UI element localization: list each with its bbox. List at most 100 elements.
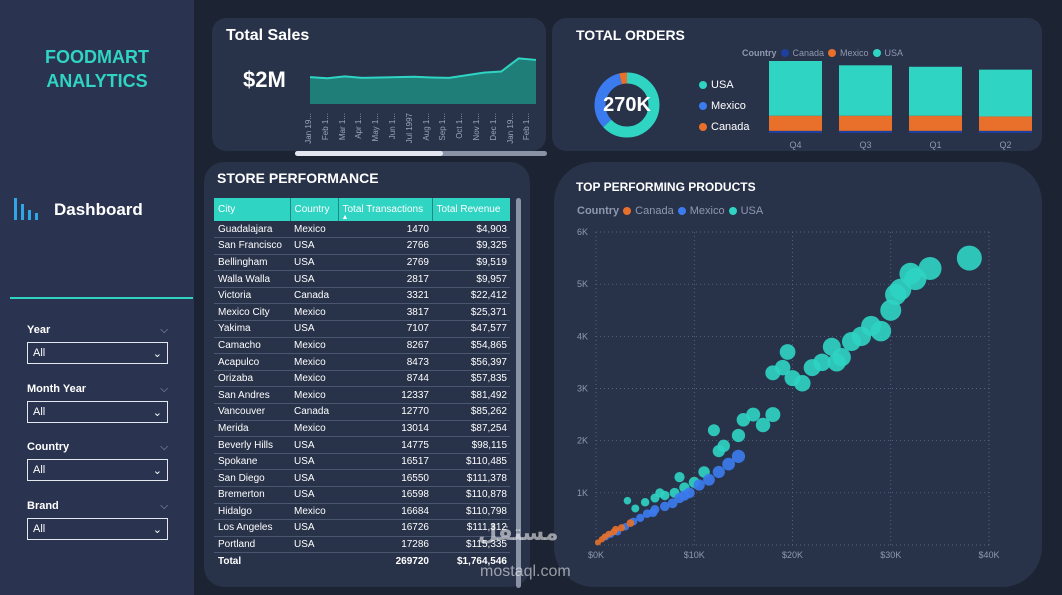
scatter-point-mexico[interactable] — [693, 479, 705, 491]
table-row[interactable]: Yakima USA 7107 $47,577 — [214, 320, 510, 338]
table-row[interactable]: Los Angeles USA 16726 $111,312 — [214, 519, 510, 537]
table-row[interactable]: Portland USA 17286 $115,335 — [214, 536, 510, 554]
scatter-point-mexico[interactable] — [731, 449, 746, 463]
donut-legend-usa: USA — [699, 79, 734, 91]
scatter-point-usa[interactable] — [631, 504, 640, 513]
chevron-down-icon[interactable]: ⌵ — [160, 500, 168, 512]
scatter-point-usa[interactable] — [674, 472, 685, 483]
table-row[interactable]: Guadalajara Mexico 1470 $4,903 — [214, 221, 510, 239]
sales-tick-label: Dec 1... — [488, 113, 498, 141]
scatter-point-mexico[interactable] — [703, 473, 715, 486]
chevron-down-icon[interactable]: ⌵ — [160, 441, 168, 453]
scatter-point-canada[interactable] — [610, 528, 618, 536]
bar-q3-mexico[interactable] — [839, 115, 892, 131]
table-row[interactable]: San Andres Mexico 12337 $81,492 — [214, 386, 510, 405]
table-row[interactable]: Victoria Canada 3321 $22,412 — [214, 287, 510, 305]
filter-brand-select[interactable]: All ⌄ — [27, 518, 168, 540]
scatter-point-usa[interactable] — [956, 245, 982, 271]
col-total-revenue[interactable]: Total Revenue — [432, 198, 510, 221]
bar-q4-usa[interactable] — [769, 61, 822, 116]
bar-q2-usa[interactable] — [979, 69, 1032, 117]
table-row[interactable]: Camacho Mexico 8267 $54,865 — [214, 337, 510, 355]
scatter-point-usa[interactable] — [707, 424, 720, 437]
bar-q2-canada[interactable] — [979, 130, 1032, 133]
scatter-point-usa[interactable] — [640, 497, 650, 507]
filter-year: Year ⌵ All ⌄ — [27, 324, 168, 364]
sales-tick-label: Sep 1... — [438, 113, 448, 141]
scatter-point-mexico[interactable] — [712, 465, 725, 479]
cell-city: Bellingham — [214, 254, 290, 272]
total-label: Total — [214, 552, 290, 570]
table-row[interactable]: Bremerton USA 16598 $110,878 — [214, 486, 510, 504]
scatter-point-mexico[interactable] — [648, 508, 658, 518]
table-row[interactable]: Hidalgo Mexico 16684 $110,798 — [214, 503, 510, 521]
scatter-point-usa[interactable] — [774, 359, 791, 376]
table-row[interactable]: Acapulco Mexico 8473 $56,397 — [214, 353, 510, 371]
sales-area-fill — [310, 58, 536, 104]
table-row[interactable]: Beverly Hills USA 14775 $98,115 — [214, 436, 510, 454]
scatter-point-mexico[interactable] — [636, 513, 645, 522]
table-row[interactable]: Spokane USA 16517 $110,485 — [214, 453, 510, 471]
col-city[interactable]: City — [214, 198, 291, 221]
chevron-down-icon: ⌄ — [152, 464, 162, 477]
table-row[interactable]: San Francisco USA 2766 $9,325 — [214, 237, 510, 255]
brand-line2: ANALYTICS — [46, 71, 148, 91]
scatter-point-usa[interactable] — [779, 344, 796, 360]
bar-q1-usa[interactable] — [909, 66, 962, 116]
table-row[interactable]: Merida Mexico 13014 $87,254 — [214, 420, 510, 438]
scatter-point-usa[interactable] — [731, 428, 746, 443]
scatter-point-mexico[interactable] — [667, 498, 678, 509]
scatter-point-mexico[interactable] — [679, 490, 690, 501]
bar-q2-mexico[interactable] — [979, 116, 1032, 131]
scatter-point-usa[interactable] — [870, 320, 892, 342]
scatter-point-usa[interactable] — [655, 488, 665, 498]
table-row[interactable]: Vancouver Canada 12770 $85,262 — [214, 403, 510, 421]
scatter-point-usa[interactable] — [755, 417, 771, 433]
bar-q1-mexico[interactable] — [909, 115, 962, 131]
scatter-point-usa[interactable] — [765, 407, 781, 423]
bar-q3-usa[interactable] — [839, 65, 892, 116]
scatter-point-usa[interactable] — [813, 353, 831, 372]
scatter-point-usa[interactable] — [827, 353, 846, 372]
donut-slice-canada[interactable] — [594, 72, 660, 138]
donut-slice-mexico[interactable] — [594, 72, 660, 138]
filter-year-select[interactable]: All ⌄ — [27, 342, 168, 364]
scatter-point-usa[interactable] — [746, 407, 761, 422]
cell-revenue: $110,878 — [432, 486, 510, 504]
scatter-point-canada[interactable] — [617, 524, 626, 532]
table-row[interactable]: Mexico City Mexico 3817 $25,371 — [214, 303, 510, 322]
scatter-point-usa[interactable] — [918, 257, 942, 281]
col-total-transactions[interactable]: Total Transactions ▲ — [338, 198, 433, 221]
cell-city: Merida — [214, 420, 290, 438]
col-country[interactable]: Country — [290, 198, 339, 221]
sales-tick-label: May 1... — [371, 113, 381, 142]
y-tick-label: 3K — [577, 384, 588, 394]
bar-q1-canada[interactable] — [909, 130, 962, 133]
filter-country-select[interactable]: All ⌄ — [27, 459, 168, 481]
chevron-down-icon[interactable]: ⌵ — [160, 324, 168, 336]
filter-month-year-select[interactable]: All ⌄ — [27, 401, 168, 423]
cell-revenue: $9,519 — [432, 254, 510, 272]
table-row[interactable]: Walla Walla USA 2817 $9,957 — [214, 270, 510, 288]
table-row[interactable]: Orizaba Mexico 8744 $57,835 — [214, 370, 510, 388]
cell-revenue: $54,865 — [432, 337, 510, 355]
bar-q3-canada[interactable] — [839, 130, 892, 133]
store-table-scrollbar[interactable] — [516, 198, 521, 588]
scatter-point-usa[interactable] — [623, 496, 632, 505]
sales-scrollbar-thumb[interactable] — [295, 151, 443, 156]
sales-scrollbar[interactable] — [295, 151, 547, 156]
cell-transactions: 13014 — [338, 420, 432, 438]
table-row[interactable]: San Diego USA 16550 $111,378 — [214, 469, 510, 487]
chevron-down-icon[interactable]: ⌵ — [160, 383, 168, 395]
scatter-point-usa[interactable] — [712, 444, 725, 458]
y-tick-label: 1K — [577, 488, 588, 498]
bar-q4-mexico[interactable] — [769, 115, 822, 131]
bar-q4-canada[interactable] — [769, 130, 822, 133]
scatter-point-mexico[interactable] — [660, 501, 670, 512]
nav-dashboard[interactable]: Dashboard — [14, 198, 143, 222]
table-row[interactable]: Bellingham USA 2769 $9,519 — [214, 254, 510, 272]
scatter-point-usa[interactable] — [794, 375, 811, 392]
scatter-point-canada[interactable] — [626, 519, 635, 527]
scatter-point-mexico[interactable] — [722, 457, 736, 471]
cell-transactions: 1470 — [338, 221, 432, 239]
